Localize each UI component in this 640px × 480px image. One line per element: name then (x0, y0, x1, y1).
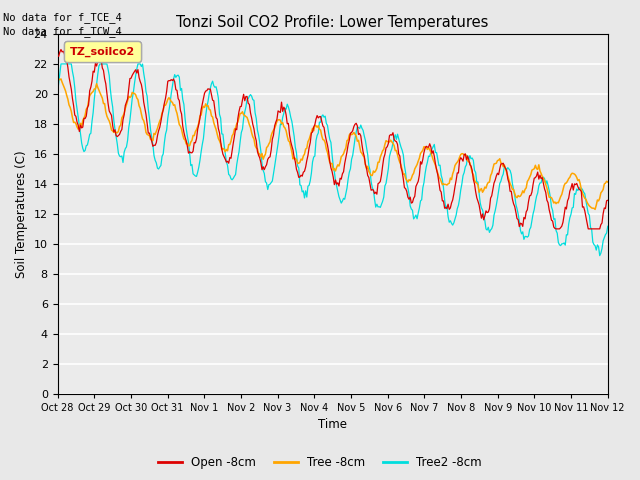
Legend: Open -8cm, Tree -8cm, Tree2 -8cm: Open -8cm, Tree -8cm, Tree2 -8cm (154, 452, 486, 474)
Text: No data for f_TCE_4: No data for f_TCE_4 (3, 12, 122, 23)
X-axis label: Time: Time (318, 419, 347, 432)
Legend:  (65, 41, 141, 62)
Title: Tonzi Soil CO2 Profile: Lower Temperatures: Tonzi Soil CO2 Profile: Lower Temperatur… (177, 15, 489, 30)
Text: No data for f_TCW_4: No data for f_TCW_4 (3, 26, 122, 37)
Y-axis label: Soil Temperatures (C): Soil Temperatures (C) (15, 150, 28, 278)
